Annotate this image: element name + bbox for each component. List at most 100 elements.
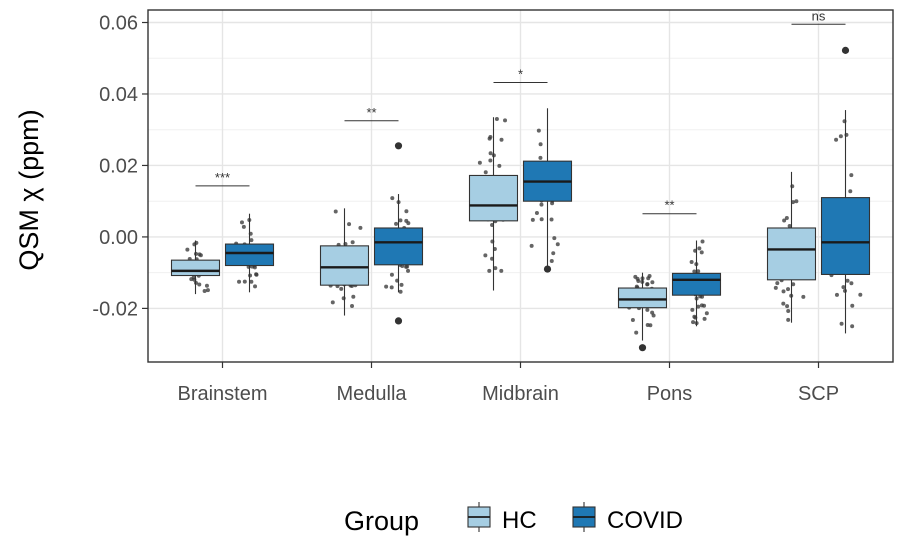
x-tick-label: Brainstem (177, 383, 267, 405)
jitter-point (848, 189, 853, 194)
jitter-point (786, 317, 791, 322)
box-hc (766, 227, 817, 281)
jitter-point (390, 196, 395, 201)
box-hc (170, 259, 221, 277)
jitter-point (702, 303, 707, 308)
jitter-point (696, 269, 701, 274)
x-tick-label: SCP (798, 383, 839, 405)
jitter-point (384, 284, 389, 289)
x-tick-label: Medulla (336, 383, 407, 405)
jitter-point (786, 287, 791, 292)
jitter-point (790, 184, 795, 189)
significance-label: ns (812, 8, 826, 23)
jitter-point (691, 320, 696, 325)
jitter-point (834, 292, 839, 297)
jitter-point (350, 240, 355, 245)
jitter-point (645, 282, 650, 287)
jitter-point (841, 285, 846, 290)
jitter-point (350, 304, 355, 309)
jitter-point (205, 288, 210, 293)
jitter-point (858, 292, 863, 297)
jitter-point (785, 304, 790, 309)
jitter-point (399, 282, 404, 287)
jitter-point (404, 209, 409, 214)
jitter-point (358, 225, 363, 230)
outlier-point (394, 317, 403, 325)
jitter-point (647, 273, 652, 278)
jitter-point (645, 307, 650, 312)
significance-annotations: ********ns (195, 8, 846, 215)
jitter-point (704, 311, 709, 316)
jitter-point (549, 259, 554, 264)
y-tick-label: 0.04 (99, 84, 138, 106)
jitter-point (551, 251, 556, 256)
significance-label: ** (664, 198, 674, 213)
jitter-point (488, 158, 493, 163)
jitter-point (702, 316, 707, 321)
jitter-point (697, 246, 702, 251)
jitter-point (636, 279, 641, 284)
jitter-point (539, 202, 544, 207)
x-tick-label: Pons (647, 383, 693, 405)
outlier-point (394, 142, 403, 150)
jitter-point (249, 238, 254, 243)
jitter-point (202, 288, 207, 293)
outlier-point (638, 344, 647, 352)
significance-label: * (518, 67, 523, 82)
jitter-point (534, 210, 539, 215)
jitter-point (248, 273, 253, 278)
jitter-point (239, 220, 244, 225)
jitter-point (237, 279, 242, 284)
jitter-point (249, 279, 254, 284)
box-covid (820, 197, 871, 275)
jitter-points (181, 116, 863, 335)
jitter-point (252, 265, 257, 270)
jitter-point (838, 134, 843, 139)
y-tick-label: 0.00 (99, 227, 138, 249)
jitter-point (499, 137, 504, 142)
jitter-point (699, 250, 704, 255)
jitter-point (850, 324, 855, 329)
jitter-point (538, 155, 543, 160)
jitter-point (849, 173, 854, 178)
jitter-point (552, 236, 557, 241)
jitter-point (488, 134, 493, 139)
jitter-point (834, 137, 839, 142)
jitter-point (189, 277, 194, 282)
jitter-point (185, 247, 190, 252)
jitter-point (536, 128, 541, 133)
jitter-point (493, 266, 498, 271)
jitter-point (394, 221, 399, 226)
jitter-point (405, 264, 410, 269)
jitter-point (850, 303, 855, 308)
jitter-point (773, 285, 778, 290)
x-tick-label: Midbrain (482, 383, 559, 405)
jitter-point (784, 215, 789, 220)
jitter-point (477, 160, 482, 165)
jitter-point (692, 314, 697, 319)
jitter-point (389, 272, 394, 277)
y-tick-label: 0.02 (99, 155, 138, 177)
jitter-point (497, 163, 502, 168)
jitter-point (499, 268, 504, 273)
jitter-point (339, 286, 344, 291)
legend: Group HC COVID (344, 502, 683, 536)
legend-title: Group (344, 506, 419, 536)
jitter-point (692, 269, 697, 274)
jitter-point (650, 280, 655, 285)
box-covid (373, 227, 424, 266)
jitter-point (254, 272, 259, 277)
jitter-point (634, 330, 639, 335)
jitter-point (801, 294, 806, 299)
jitter-point (347, 222, 352, 227)
y-tick-label: 0.06 (99, 13, 138, 35)
jitter-point (406, 221, 411, 226)
box-hc (468, 174, 519, 222)
outlier-point (841, 46, 850, 54)
jitter-point (488, 151, 493, 156)
jitter-point (849, 281, 854, 286)
jitter-point (782, 218, 787, 223)
jitter-point (529, 243, 534, 248)
jitter-point (539, 217, 544, 222)
